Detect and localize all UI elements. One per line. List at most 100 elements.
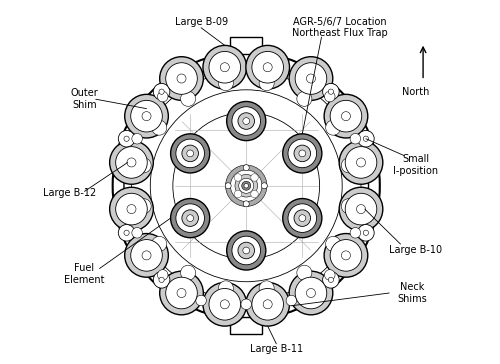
Circle shape <box>342 199 356 214</box>
Circle shape <box>110 141 154 184</box>
Circle shape <box>282 198 322 238</box>
Circle shape <box>152 236 167 252</box>
Circle shape <box>132 71 361 301</box>
Circle shape <box>170 198 209 238</box>
Circle shape <box>209 289 240 320</box>
Circle shape <box>243 247 250 254</box>
Circle shape <box>246 282 290 326</box>
Circle shape <box>226 102 266 141</box>
Circle shape <box>136 158 151 173</box>
Circle shape <box>160 271 204 315</box>
Circle shape <box>330 240 362 271</box>
Circle shape <box>288 139 316 168</box>
Circle shape <box>142 112 151 121</box>
Circle shape <box>328 89 334 94</box>
Bar <box>230 317 262 335</box>
Circle shape <box>295 63 327 94</box>
Circle shape <box>252 51 284 83</box>
Circle shape <box>356 205 366 214</box>
Circle shape <box>251 190 258 198</box>
Circle shape <box>176 204 204 233</box>
Circle shape <box>203 46 246 89</box>
Circle shape <box>124 136 129 141</box>
Circle shape <box>132 134 142 144</box>
Circle shape <box>112 52 380 319</box>
Circle shape <box>263 300 272 309</box>
Circle shape <box>299 215 306 222</box>
Circle shape <box>328 277 334 282</box>
Text: Small
I-position: Small I-position <box>393 154 438 176</box>
Circle shape <box>196 295 206 306</box>
Circle shape <box>251 174 258 181</box>
Circle shape <box>324 94 368 138</box>
Circle shape <box>297 91 312 106</box>
Text: Large B-12: Large B-12 <box>43 188 96 198</box>
Bar <box>230 37 262 54</box>
Circle shape <box>176 139 204 168</box>
FancyBboxPatch shape <box>234 174 258 198</box>
Circle shape <box>230 170 262 202</box>
Circle shape <box>242 181 251 190</box>
Circle shape <box>286 295 296 306</box>
Circle shape <box>282 134 322 173</box>
Circle shape <box>294 145 310 162</box>
Circle shape <box>243 118 250 124</box>
Circle shape <box>339 187 383 231</box>
Circle shape <box>326 236 340 252</box>
Circle shape <box>170 134 209 173</box>
Circle shape <box>127 158 136 167</box>
Circle shape <box>259 281 274 296</box>
Text: Large B-09: Large B-09 <box>174 17 228 27</box>
Circle shape <box>289 271 333 315</box>
Circle shape <box>180 265 196 280</box>
Circle shape <box>220 63 230 72</box>
Circle shape <box>209 51 240 83</box>
Circle shape <box>238 113 254 129</box>
Circle shape <box>182 210 198 226</box>
Circle shape <box>356 158 366 167</box>
Circle shape <box>322 272 339 288</box>
Circle shape <box>124 94 168 138</box>
Circle shape <box>238 178 254 193</box>
Circle shape <box>127 205 136 214</box>
Circle shape <box>166 63 198 94</box>
Circle shape <box>118 225 135 241</box>
Circle shape <box>324 91 335 102</box>
Circle shape <box>322 83 339 100</box>
Circle shape <box>252 289 284 320</box>
Circle shape <box>142 251 151 260</box>
Circle shape <box>342 112 350 121</box>
Circle shape <box>294 210 310 226</box>
Circle shape <box>218 281 234 296</box>
Circle shape <box>136 199 151 214</box>
Circle shape <box>299 150 306 157</box>
Text: North: North <box>402 87 429 97</box>
Circle shape <box>345 147 377 178</box>
Circle shape <box>263 63 272 72</box>
Circle shape <box>306 289 316 297</box>
Circle shape <box>324 270 335 280</box>
Text: Large B-10: Large B-10 <box>389 245 442 255</box>
Circle shape <box>297 265 312 280</box>
Circle shape <box>159 277 164 282</box>
Circle shape <box>238 242 254 259</box>
Circle shape <box>339 141 383 184</box>
Circle shape <box>130 240 162 271</box>
Text: Northeast Flux Trap: Northeast Flux Trap <box>292 28 388 38</box>
Circle shape <box>342 251 350 260</box>
Circle shape <box>225 183 231 189</box>
Circle shape <box>166 277 198 309</box>
Circle shape <box>124 234 168 277</box>
Circle shape <box>218 76 234 91</box>
Circle shape <box>150 90 342 282</box>
Circle shape <box>259 76 274 91</box>
Circle shape <box>116 147 148 178</box>
Circle shape <box>182 145 198 162</box>
Circle shape <box>226 231 266 270</box>
Circle shape <box>364 136 368 141</box>
Circle shape <box>130 100 162 132</box>
Circle shape <box>203 282 246 326</box>
Circle shape <box>132 228 142 238</box>
Circle shape <box>358 130 374 147</box>
Circle shape <box>342 158 356 173</box>
